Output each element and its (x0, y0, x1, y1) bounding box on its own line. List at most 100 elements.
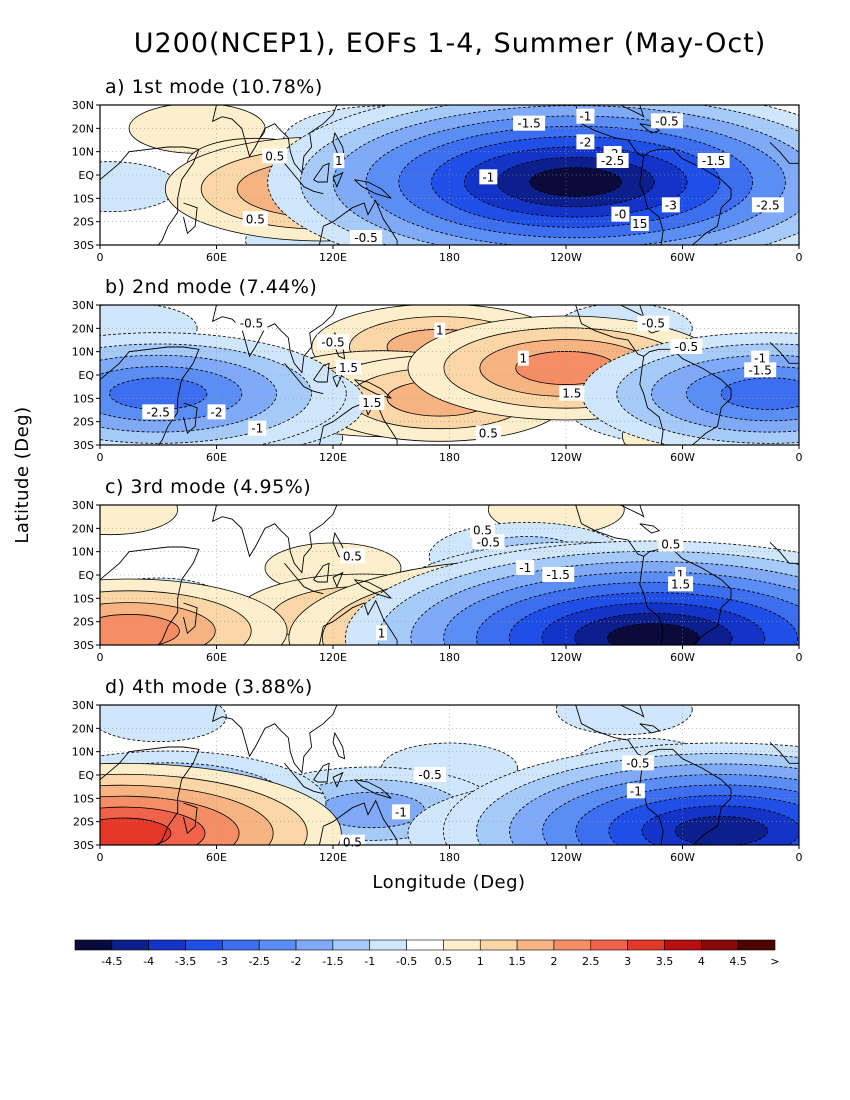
contour-label: -1.5 (744, 362, 777, 378)
panel-title: c) 3rd mode (4.95%) (105, 476, 311, 498)
x-tick-label: 120W (550, 651, 582, 664)
positive-anomaly (100, 762, 342, 845)
colorbar-swatch (369, 939, 407, 951)
svg-text:-1: -1 (395, 805, 407, 819)
contour-label: -1 (479, 169, 498, 185)
coastline (211, 105, 338, 174)
contour-label: -0.5 (235, 315, 268, 331)
coastline (639, 756, 664, 845)
contour-label: 1 (333, 153, 345, 168)
colorbar-label: 4 (698, 955, 705, 968)
contour-label: -2.5 (142, 404, 175, 420)
svg-text:-1.5: -1.5 (547, 568, 570, 582)
colorbar-swatch (479, 939, 518, 951)
contour-label: 1.5 (668, 576, 694, 592)
coastline (100, 546, 200, 645)
y-tick-label: 20N (72, 322, 94, 335)
svg-text:15: 15 (632, 217, 647, 231)
coastline (354, 179, 392, 199)
anomaly-field (100, 505, 799, 645)
colorbar-swatch (406, 939, 444, 951)
x-tick-label: 120W (550, 251, 582, 264)
x-axis-label: Longitude (Deg) (372, 872, 525, 893)
coastline (639, 723, 661, 734)
colorbar-swatch (258, 939, 297, 951)
coastline (608, 305, 645, 318)
svg-text:0.5: 0.5 (661, 538, 680, 552)
contour-label: 0.5 (658, 536, 684, 552)
colorbar-swatch (590, 939, 628, 951)
x-tick-label: 60W (670, 651, 695, 664)
colorbar-label: -2.5 (248, 955, 269, 968)
contour-label: -0.5 (637, 315, 670, 331)
coastline (183, 402, 198, 435)
colorbar-swatch (148, 939, 186, 951)
svg-text:-1.5: -1.5 (702, 154, 725, 168)
y-tick-label: 20S (73, 616, 94, 629)
y-tick-label: 30S (73, 639, 94, 652)
contour-label: 1 (675, 567, 687, 582)
x-tick-label: 180 (439, 451, 460, 464)
colorbar-swatch (74, 939, 113, 951)
coastline (100, 746, 200, 845)
coastline (639, 356, 664, 445)
svg-text:-1: -1 (630, 784, 642, 798)
coastline (183, 802, 198, 835)
colorbar-label: -0.5 (396, 955, 417, 968)
y-tick-label: 20N (72, 122, 94, 135)
negative-anomaly (100, 705, 227, 743)
panel-title: d) 4th mode (3.88%) (105, 676, 313, 698)
x-tick-label: 60E (206, 451, 227, 464)
coastline (284, 763, 324, 795)
coastline (211, 305, 338, 374)
svg-text:-1: -1 (251, 422, 263, 436)
contour-label: -2.5 (751, 197, 784, 213)
colorbar-swatch (701, 939, 739, 951)
contour-label: -2 (207, 404, 226, 420)
coastline (769, 741, 799, 764)
coastline (354, 379, 392, 399)
colorbar-label: -1 (364, 955, 375, 968)
coastline (318, 826, 324, 845)
y-tick-label: 20S (73, 816, 94, 829)
x-tick-label: 0 (796, 251, 803, 264)
coastline (313, 562, 330, 583)
coastline (313, 362, 330, 383)
contour-label: -1 (751, 350, 770, 366)
colorbar-swatch (185, 939, 223, 951)
svg-text:-1.5: -1.5 (748, 363, 771, 377)
y-tick-label: EQ (78, 769, 94, 782)
coastline (608, 505, 645, 518)
coastlines (100, 105, 799, 245)
colorbar-label: 3 (624, 955, 631, 968)
panel-title: b) 2nd mode (7.44%) (105, 276, 317, 298)
y-tick-label: EQ (78, 169, 94, 182)
contour-label: 0.5 (470, 522, 496, 538)
coastline (323, 799, 398, 845)
contour-label: 1 (434, 322, 446, 338)
svg-text:1.5: 1.5 (671, 577, 690, 591)
contour-level (109, 377, 208, 410)
x-tick-label: 60E (206, 251, 227, 264)
coastline (211, 705, 338, 774)
colorbar-label: 1.5 (508, 955, 526, 968)
contour-label: -0.5 (621, 755, 654, 771)
coastline (769, 141, 799, 164)
positive-anomaly (100, 578, 288, 645)
coastline (639, 156, 664, 245)
coastline (332, 771, 344, 788)
colorbar-swatch (295, 939, 334, 951)
x-tick-label: 120E (319, 651, 347, 664)
svg-text:-2: -2 (579, 135, 591, 149)
colorbar-label: -1.5 (322, 955, 343, 968)
y-tick-label: 10N (72, 146, 94, 159)
contour-label: 0.5 (242, 211, 268, 227)
x-tick-label: 120E (319, 451, 347, 464)
svg-text:-2: -2 (211, 405, 223, 419)
negative-anomaly (267, 105, 799, 245)
svg-text:-0.5: -0.5 (655, 114, 678, 128)
coastline (183, 202, 198, 235)
svg-text:-1: -1 (754, 352, 766, 366)
y-tick-label: 30N (72, 99, 94, 112)
anomaly-field (100, 305, 799, 445)
